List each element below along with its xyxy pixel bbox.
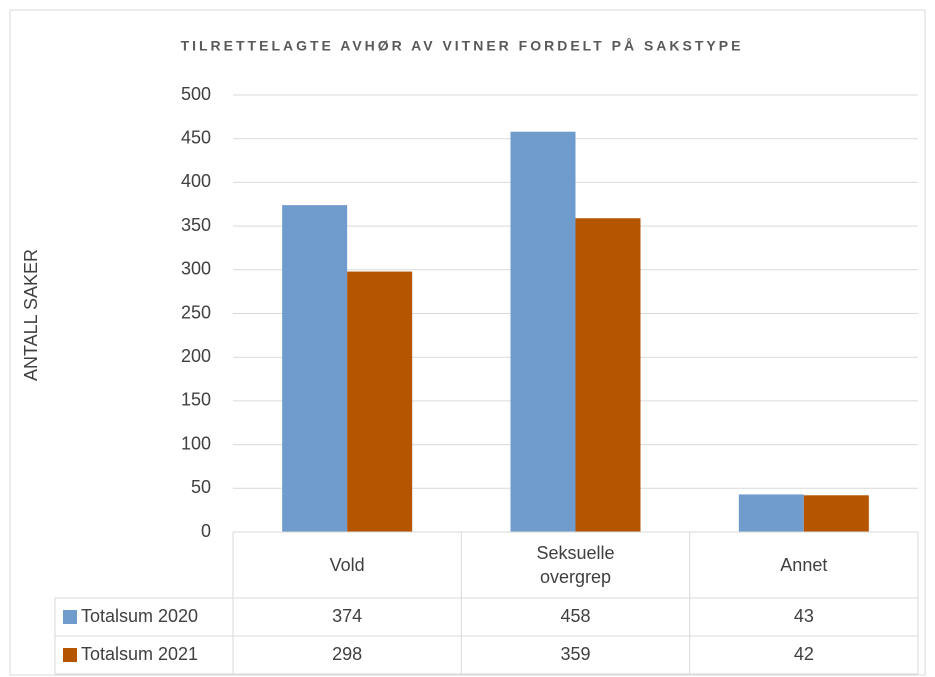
y-tick-label: 100 (181, 433, 211, 453)
legend-label: Totalsum 2020 (81, 606, 198, 626)
y-tick-label: 450 (181, 127, 211, 147)
legend-key (63, 648, 77, 662)
chart-border (9, 9, 926, 676)
y-axis-label: ANTALL SAKER (21, 249, 41, 381)
y-tick-label: 250 (181, 302, 211, 322)
bar (347, 271, 413, 532)
y-tick-label: 200 (181, 346, 211, 366)
x-tick-label-box: Annet (780, 555, 828, 575)
table-value: 298 (332, 644, 362, 664)
table-value: 42 (794, 644, 814, 664)
y-tick-label: 300 (181, 259, 211, 279)
table-value: 374 (332, 606, 362, 626)
bar (803, 495, 869, 532)
bar (510, 131, 576, 532)
x-tick-label-box: Seksuelle overgrep (536, 543, 615, 587)
table-value: 43 (794, 606, 814, 626)
y-tick-label: 400 (181, 171, 211, 191)
y-tick-label: 150 (181, 390, 211, 410)
x-tick-label: Annet (780, 555, 828, 575)
y-tick-label: 350 (181, 215, 211, 235)
y-tick-label: 500 (181, 84, 211, 104)
chart-title: TILRETTELAGTE AVHØR AV VITNER FORDELT PÅ… (181, 38, 744, 54)
x-tick-label: Vold (329, 555, 365, 575)
bar (738, 494, 804, 532)
table-value: 359 (560, 644, 590, 664)
legend-key (63, 610, 77, 624)
y-tick-label: 50 (191, 477, 211, 497)
x-tick-label: Seksuelle overgrep (536, 543, 615, 587)
y-tick-label: 0 (201, 521, 211, 541)
legend-label: Totalsum 2021 (81, 644, 198, 664)
bar (575, 218, 641, 532)
table-value: 458 (560, 606, 590, 626)
x-tick-label-box: Vold (329, 555, 365, 575)
bar (282, 205, 348, 532)
